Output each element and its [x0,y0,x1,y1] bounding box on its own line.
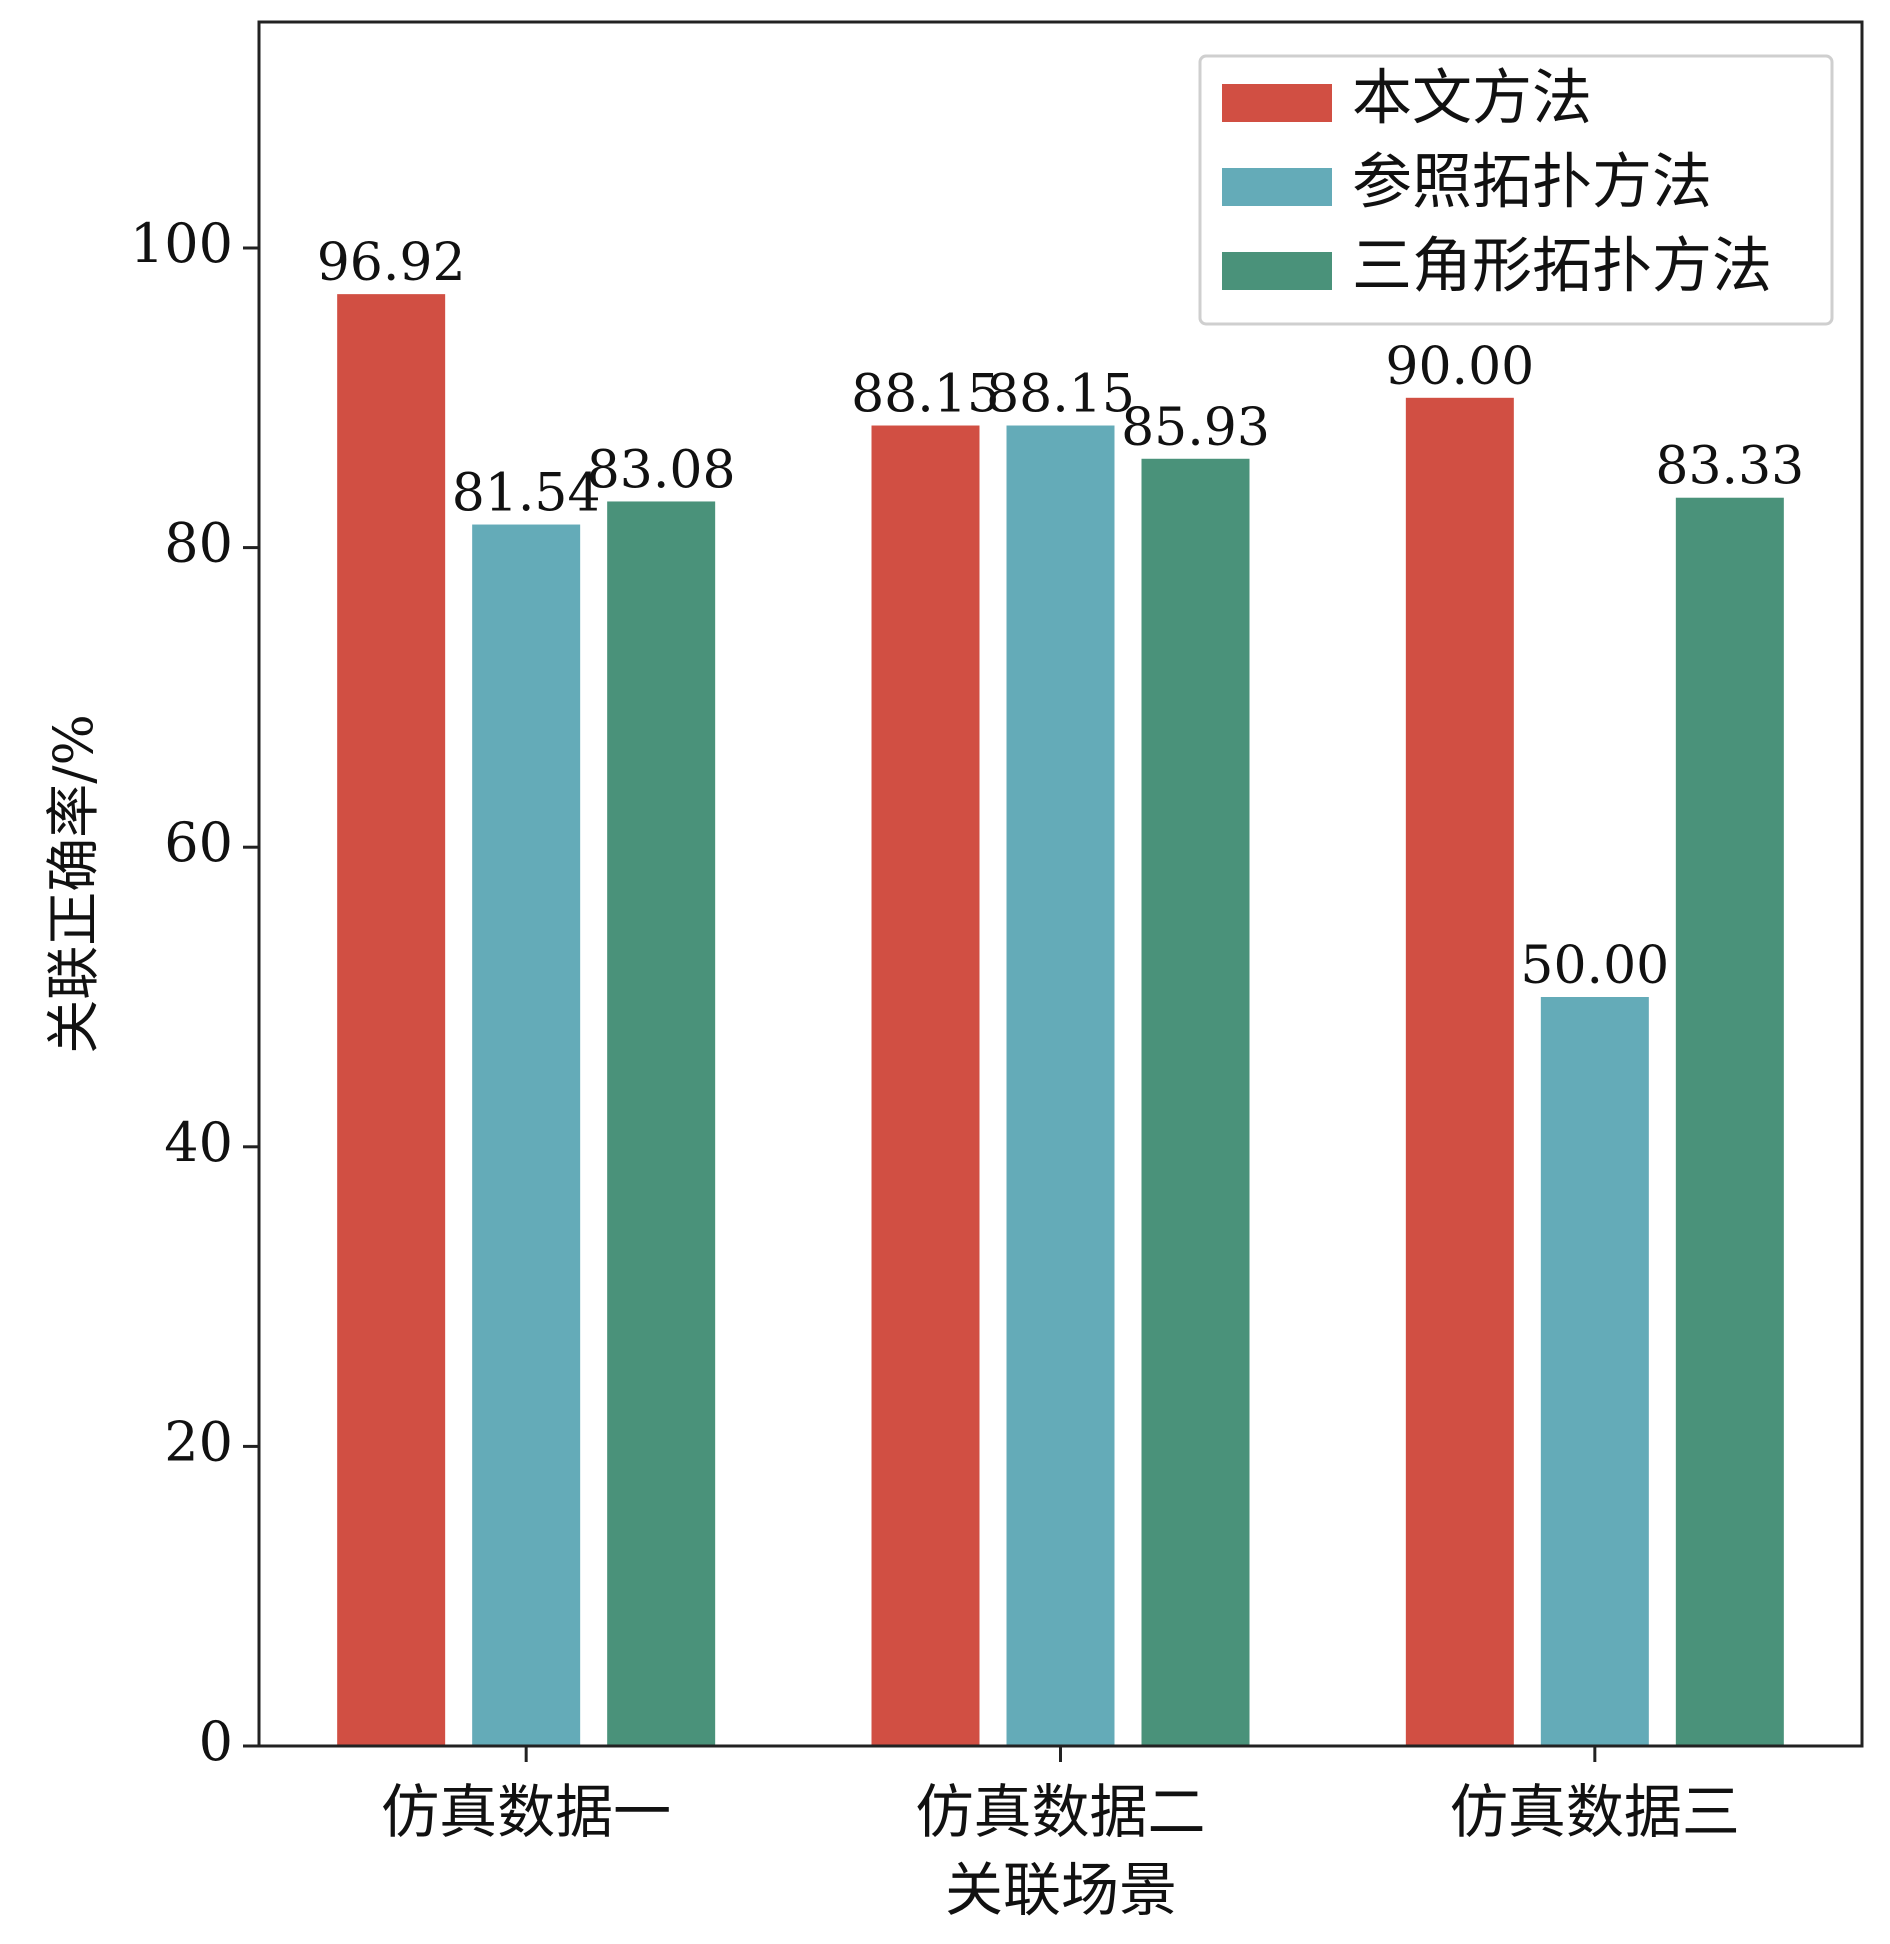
x-tick-label: 仿真数据三 [1450,1778,1740,1846]
bar [1006,425,1115,1747]
x-axis-title: 关联场景 [945,1856,1177,1924]
bar [337,294,446,1746]
bars-layer [337,294,1784,1747]
legend-swatch [1222,252,1332,290]
bar-value-label: 96.92 [317,233,466,293]
y-tick-label: 0 [199,1710,233,1773]
legend-box [1198,54,1834,326]
bar [1141,458,1250,1747]
bar-value-label: 83.08 [587,440,736,500]
bar-value-label: 83.33 [1655,437,1804,497]
y-tick-label: 20 [164,1410,233,1473]
bar [871,425,980,1747]
bar [1540,997,1649,1746]
bar [1675,497,1784,1747]
bar-value-label: 81.54 [452,464,601,524]
bar [472,524,581,1747]
bar-value-label: 50.00 [1520,936,1669,996]
y-axis-title: 关联正确率/% [42,714,105,1054]
y-axis: 0 20 40 60 80 100 [130,212,259,1773]
bar [1405,397,1514,1746]
y-tick-label: 60 [164,811,233,874]
bar [607,501,716,1746]
legend-swatch [1222,168,1332,206]
x-tick-label: 仿真数据一 [381,1778,671,1846]
legend-label: 参照拓扑方法 [1352,148,1712,218]
y-tick-label: 40 [164,1111,233,1174]
value-labels-layer: 96.9281.5483.0888.1588.1585.9390.0050.00… [317,233,1805,996]
bar-value-label: 90.00 [1385,337,1534,397]
y-tick-label: 100 [130,212,233,275]
bar-value-label: 88.15 [986,365,1135,425]
x-axis: 仿真数据一 仿真数据二 仿真数据三 [381,1746,1740,1846]
legend-swatch [1222,84,1332,122]
y-tick-label: 80 [164,512,233,575]
legend-label: 三角形拓扑方法 [1352,232,1772,302]
bar-value-label: 85.93 [1121,398,1270,458]
x-tick-label: 仿真数据二 [915,1778,1205,1846]
legend-label: 本文方法 [1352,64,1592,134]
bar-value-label: 88.15 [851,365,1000,425]
